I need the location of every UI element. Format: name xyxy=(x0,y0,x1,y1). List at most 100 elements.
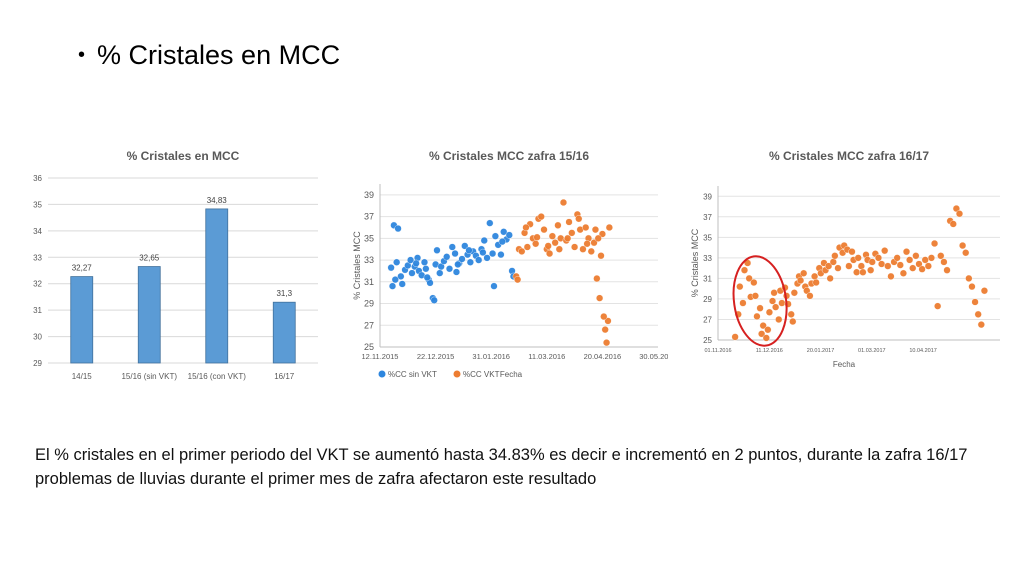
data-point xyxy=(751,292,759,300)
data-point xyxy=(391,276,399,284)
data-point xyxy=(555,245,563,253)
bar-value-label: 34,83 xyxy=(207,196,228,205)
data-point xyxy=(887,272,895,280)
y-tick-label: 33 xyxy=(33,253,42,262)
y-tick-label: 32 xyxy=(33,280,42,289)
data-point xyxy=(420,258,429,266)
y-tick-label: 35 xyxy=(364,233,374,243)
data-point xyxy=(977,321,985,329)
data-point xyxy=(731,333,739,341)
data-point xyxy=(398,280,406,288)
data-point xyxy=(430,296,438,304)
slide-caption: El % cristales en el primer periodo del … xyxy=(35,446,968,488)
bar xyxy=(70,276,94,364)
data-point xyxy=(980,287,989,295)
data-point xyxy=(598,230,607,238)
x-tick-label: 30.05.2016 xyxy=(639,352,668,361)
bar-value-label: 31,3 xyxy=(276,289,292,298)
data-point xyxy=(514,276,522,284)
data-point xyxy=(762,334,770,342)
data-point xyxy=(750,278,758,287)
y-tick-label: 34 xyxy=(33,227,42,236)
data-point xyxy=(564,234,572,242)
data-point xyxy=(800,269,808,277)
data-point xyxy=(924,262,932,270)
data-point xyxy=(575,215,583,223)
legend-label: %CC sin VKT xyxy=(388,370,437,379)
bar-value-label: 32,65 xyxy=(139,254,160,263)
x-axis-label: Fecha xyxy=(500,370,523,379)
slide-title-text: % Cristales en MCC xyxy=(97,40,341,70)
data-point xyxy=(812,278,820,287)
data-point xyxy=(451,249,459,258)
y-tick-label: 31 xyxy=(703,274,712,283)
y-tick-label: 33 xyxy=(364,255,374,265)
y-tick-label: 37 xyxy=(703,213,712,222)
y-tick-label: 31 xyxy=(364,277,374,287)
data-point xyxy=(491,232,499,240)
x-tick-label: 16/17 xyxy=(274,372,295,381)
bar-value-label: 32,27 xyxy=(72,264,93,273)
x-tick-label: 12.11.2015 xyxy=(362,352,399,361)
data-point xyxy=(739,299,747,307)
data-point xyxy=(968,283,976,291)
data-point xyxy=(877,260,886,268)
data-point xyxy=(590,239,598,247)
data-point xyxy=(909,264,917,272)
data-point xyxy=(533,233,541,241)
y-tick-label: 25 xyxy=(364,342,374,352)
data-point xyxy=(604,317,612,325)
data-point xyxy=(479,248,487,257)
data-point xyxy=(583,240,591,248)
data-point xyxy=(764,326,772,334)
data-point xyxy=(756,304,764,312)
data-point xyxy=(591,226,600,234)
data-point xyxy=(554,221,562,229)
data-point xyxy=(397,272,405,280)
y-axis-label: % Cristales MCC xyxy=(352,231,362,300)
data-point xyxy=(461,242,469,250)
data-point xyxy=(452,268,461,276)
data-point xyxy=(594,234,602,242)
data-point xyxy=(868,258,876,266)
data-point xyxy=(768,297,777,305)
data-point xyxy=(387,264,395,272)
data-point xyxy=(853,268,861,276)
data-point xyxy=(874,254,883,262)
data-point xyxy=(523,243,531,251)
data-point xyxy=(490,282,498,290)
data-point xyxy=(568,229,576,237)
y-tick-label: 29 xyxy=(33,359,42,368)
scatter-chart-1617-svg: % Cristales MCC zafra 16/17 25 27 29 31 33 35 3… xyxy=(690,149,1000,369)
data-point xyxy=(778,299,786,307)
data-point xyxy=(826,274,834,283)
data-point xyxy=(955,210,964,218)
data-point xyxy=(445,265,454,273)
data-point xyxy=(465,246,473,254)
data-point xyxy=(522,223,530,232)
data-point xyxy=(927,254,936,262)
y-tick-label: 39 xyxy=(364,190,374,200)
x-axis-label: Fecha xyxy=(833,360,856,369)
bar xyxy=(205,208,229,364)
data-point xyxy=(884,262,892,270)
bar-chart: % Cristales en MCC 29 30 31 32 33 34 35 36 32,27 1… xyxy=(18,140,338,390)
bar xyxy=(272,301,296,364)
data-point xyxy=(579,245,587,253)
data-point xyxy=(483,254,491,262)
data-point xyxy=(796,276,805,285)
data-point xyxy=(582,223,590,232)
data-point xyxy=(775,315,783,324)
data-point xyxy=(458,255,466,263)
data-point xyxy=(974,310,982,318)
x-tick-label: 15/16 (sin VKT) xyxy=(121,372,177,381)
data-point xyxy=(480,236,488,245)
y-axis-label: % Cristales MCC xyxy=(690,228,700,297)
data-point xyxy=(810,272,819,280)
data-point xyxy=(881,247,889,255)
data-point xyxy=(831,252,839,260)
chart-title: % Cristales en MCC xyxy=(127,149,240,163)
legend-marker xyxy=(378,370,386,378)
data-point xyxy=(789,317,797,326)
highlight-ellipse xyxy=(732,255,788,347)
